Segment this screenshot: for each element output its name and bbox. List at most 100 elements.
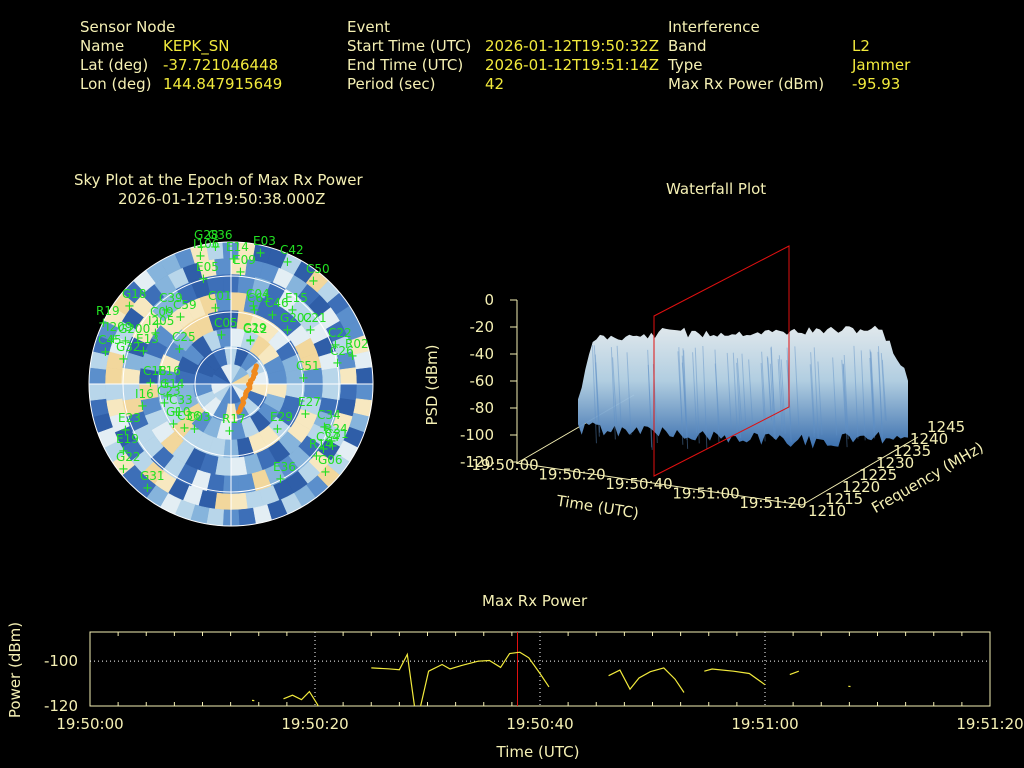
satellite-marker: +: [248, 299, 259, 314]
maxrx-x-label: Time (UTC): [496, 743, 580, 761]
satellite-marker: +: [245, 333, 256, 348]
satellite-label: G12: [243, 322, 268, 336]
waterfall-ridge: [732, 352, 738, 435]
satellite-marker: +: [255, 246, 266, 261]
waterfall-ridge: [770, 347, 776, 424]
satellite-label: C42: [280, 243, 304, 257]
waterfall-ridge: [766, 356, 772, 422]
waterfall-x-tick-label: 19:50:40: [605, 475, 672, 493]
waterfall-z-tick-label: -40: [470, 345, 495, 363]
maxrx-series: [251, 651, 851, 706]
waterfall-y-tick-label: 1210: [808, 502, 846, 520]
maxrx-chart-title: Max Rx Power: [482, 592, 588, 610]
satellite-label: C22: [328, 326, 352, 340]
waterfall-ridge: [770, 346, 776, 438]
satellite-marker: +: [159, 396, 170, 411]
maxrx-line-segment: [371, 651, 550, 706]
satellite-label: E14: [226, 240, 249, 254]
satellite-label: E23: [118, 411, 141, 425]
waterfall-surface: [578, 325, 908, 449]
waterfall-ridge: [869, 357, 875, 432]
waterfall-ridge: [591, 345, 597, 444]
waterfall-ridge: [702, 345, 708, 449]
waterfall-ridge: [681, 362, 687, 429]
maxrx-y-label: Power (dBm): [6, 622, 24, 718]
waterfall-x-tick-label: 19:51:20: [739, 494, 806, 512]
waterfall-ridge: [677, 351, 683, 423]
satellite-marker: +: [326, 434, 337, 449]
satellite-label: G06: [318, 453, 343, 467]
waterfall-ridge: [647, 349, 653, 448]
waterfall-ridge: [777, 359, 783, 432]
satellite-marker: +: [160, 376, 171, 391]
waterfall-y-tick-label: 1240: [910, 430, 948, 448]
satellite-label: G200: [118, 322, 150, 336]
waterfall-ridge: [780, 359, 786, 434]
satellite-label: R17: [222, 412, 246, 426]
waterfall-ridge: [748, 359, 754, 426]
maxrx-x-tick-label: 19:50:00: [56, 715, 123, 733]
satellite-label: I205: [148, 314, 174, 328]
event-end-value: 2026-01-12T19:51:14Z: [485, 56, 659, 74]
sensor-lon-label: Lon (deg): [80, 75, 152, 93]
waterfall-z-tick-label: 0: [484, 291, 494, 309]
satellite-marker: +: [142, 481, 153, 496]
waterfall-ridge: [626, 352, 632, 436]
satellite-marker: +: [282, 323, 293, 338]
waterfall-ridge: [813, 347, 819, 438]
satellite-marker: +: [118, 462, 129, 477]
satellite-label: G10: [166, 405, 191, 419]
maxrx-y-tick-label: -100: [44, 652, 78, 670]
interference-band-value: L2: [852, 37, 870, 55]
satellite-marker: +: [152, 317, 163, 332]
waterfall-z-tick-label: -120: [460, 453, 494, 471]
satellite-label: R19: [96, 304, 120, 318]
satellite-label: C24: [316, 430, 340, 444]
waterfall-ridge: [741, 353, 747, 430]
waterfall-ridge: [647, 364, 653, 450]
maxrx-line-segment: [704, 668, 766, 686]
waterfall-epoch-plane: [653, 245, 790, 477]
satellite-marker: +: [171, 405, 182, 420]
waterfall-ridge: [616, 345, 622, 427]
waterfall-z-tick-label: -80: [470, 399, 495, 417]
waterfall-ridge: [842, 363, 848, 448]
satellite-marker: +: [124, 299, 135, 314]
satellite-label: G22: [116, 450, 141, 464]
satellite-marker: +: [319, 420, 330, 435]
satellite-labels: G28+G36+I106+E14+E03+ C42+E05+E09+ C50+G18…: [96, 228, 369, 496]
waterfall-ridge: [870, 352, 876, 428]
satellite-marker: +: [145, 376, 156, 391]
satellite-marker: +: [168, 417, 179, 432]
waterfall-ridge: [760, 363, 766, 442]
waterfall-ridge: [714, 363, 720, 427]
event-heading: Event: [347, 18, 390, 36]
satellite-marker: +: [118, 444, 129, 459]
satellite-label: G18: [122, 287, 147, 301]
satellite-marker: +: [100, 345, 111, 360]
satellite-marker: +: [210, 240, 221, 255]
satellite-marker: +: [318, 442, 329, 457]
waterfall-ridge: [842, 364, 848, 427]
satellite-label: G36: [208, 228, 233, 242]
satellite-label: E16: [158, 364, 181, 378]
waterfall-ridge: [853, 345, 859, 439]
satellite-marker: +: [162, 389, 173, 404]
satellite-label: I209: [106, 320, 132, 334]
satellite-marker: +: [282, 255, 293, 270]
waterfall-time-axis: [516, 462, 803, 506]
waterfall-ridge: [870, 351, 876, 439]
satellite-label: E36: [273, 460, 296, 474]
satellite-label: E09: [233, 253, 256, 267]
satellite-marker: +: [235, 265, 246, 280]
satellite-marker: +: [332, 356, 343, 371]
event-start-label: Start Time (UTC): [347, 37, 472, 55]
event-period-value: 42: [485, 75, 505, 93]
satellite-marker: +: [224, 424, 235, 439]
waterfall-y-tick-label: 1235: [893, 442, 931, 460]
satellite-label: C03: [187, 410, 211, 424]
waterfall-ridge: [769, 363, 775, 439]
satellite-label: C39: [159, 291, 183, 305]
waterfall-y-tick-label: 1245: [927, 418, 965, 436]
